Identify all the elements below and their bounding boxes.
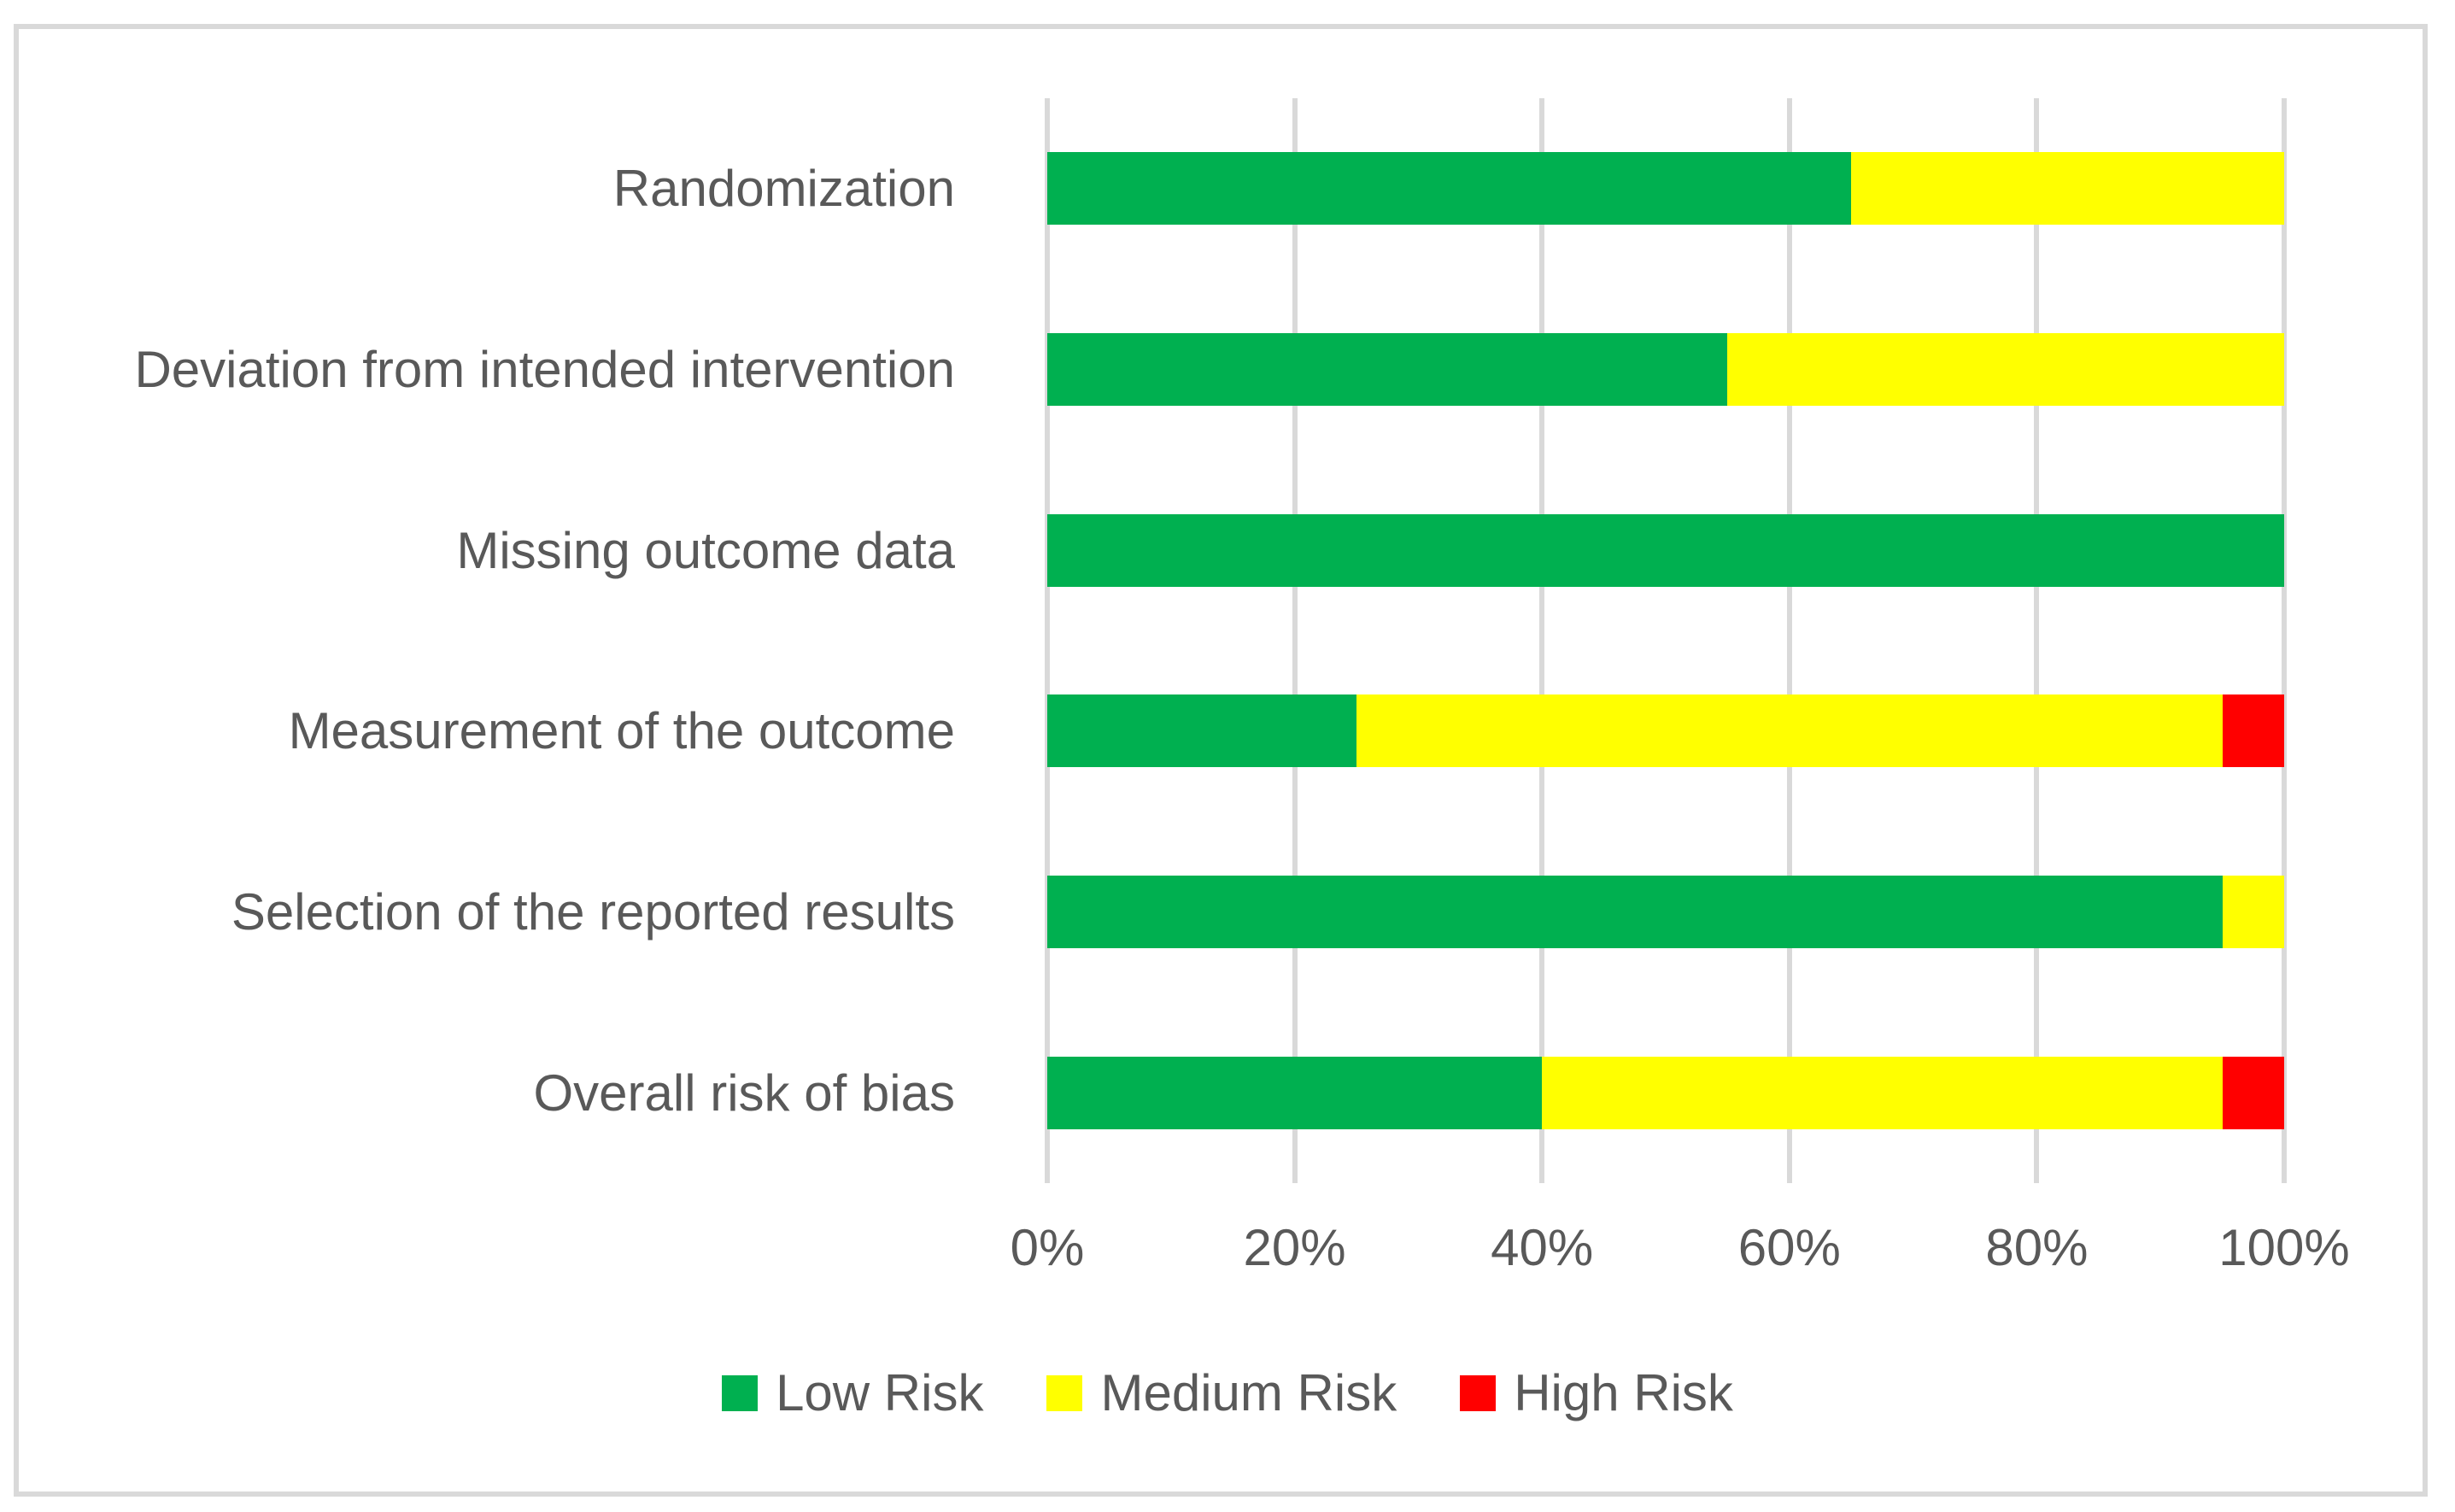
legend-item-high-risk: High Risk [1460,1363,1733,1422]
x-axis-tick-label: 100% [2218,1219,2350,1276]
x-axis-tick-label: 20% [1243,1219,1346,1276]
bar-row [1047,876,2284,948]
legend-marker-icon [722,1374,759,1411]
x-axis-tick-label: 80% [1985,1219,2089,1276]
bar-segment-low-risk [1047,333,1728,406]
bar-row [1047,152,2284,226]
x-axis-tick-label: 40% [1491,1219,1594,1276]
bar-segment-medium-risk [1542,1056,2223,1129]
bar-segment-medium-risk [1727,333,2284,406]
bar-row [1047,1056,2284,1129]
category-label: Selection of the reported results [231,883,955,941]
category-label: Deviation from intended intervention [134,341,955,398]
x-axis-tick-label: 0% [1010,1219,1085,1276]
gridline [1539,98,1545,1183]
legend-item-low-risk: Low Risk [722,1363,983,1422]
legend-label: Low Risk [776,1364,984,1421]
value-axis-line [1045,98,1050,1183]
gridline [1786,98,1792,1183]
legend-marker-icon [1460,1374,1497,1411]
bar-segment-low-risk [1047,1056,1543,1129]
bar-segment-medium-risk [2222,876,2284,948]
bar-segment-low-risk [1047,694,1356,768]
bar-segment-high-risk [2222,694,2284,768]
bar-row [1047,333,2284,406]
legend-marker-icon [1046,1374,1083,1411]
legend: Low Risk Medium Risk High Risk [0,1363,2455,1422]
gridline [2034,98,2040,1183]
bar-segment-medium-risk [1356,694,2223,768]
gridline [1292,98,1298,1183]
bar-row [1047,694,2284,768]
category-label: Measurement of the outcome [288,702,955,760]
plot-area [1045,98,2287,1183]
bar-segment-low-risk [1047,513,2284,587]
gridline [2282,98,2287,1183]
category-label: Randomization [612,160,955,218]
legend-item-medium-risk: Medium Risk [1046,1363,1397,1422]
bar-segment-high-risk [2222,1056,2284,1129]
bar-segment-low-risk [1047,876,2223,948]
bar-segment-low-risk [1047,152,1852,226]
bar-segment-medium-risk [1851,152,2284,226]
bar-row [1047,513,2284,587]
x-axis-tick-label: 60% [1737,1219,1841,1276]
category-label: Overall risk of bias [533,1064,955,1122]
legend-label: Medium Risk [1100,1364,1397,1421]
category-label: Missing outcome data [456,521,955,579]
legend-label: High Risk [1514,1364,1733,1421]
